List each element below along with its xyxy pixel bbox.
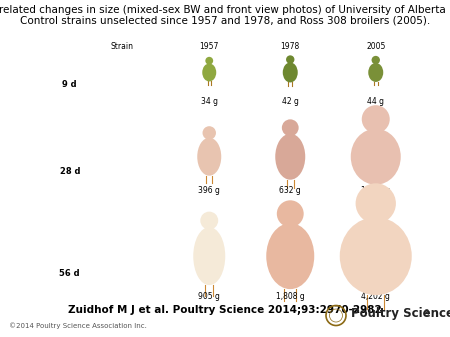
Text: Zuidhof M J et al. Poultry Science 2014;93:2970-2982: Zuidhof M J et al. Poultry Science 2014;…: [68, 305, 382, 315]
Text: 1,796 g: 1,796 g: [361, 186, 390, 195]
Ellipse shape: [340, 217, 412, 295]
Circle shape: [202, 126, 216, 140]
Ellipse shape: [266, 223, 314, 289]
Ellipse shape: [197, 138, 221, 176]
Text: 1,808 g: 1,808 g: [276, 292, 305, 301]
Ellipse shape: [283, 62, 298, 83]
Text: 1957: 1957: [199, 42, 219, 51]
Text: 632 g: 632 g: [279, 186, 301, 195]
Text: 42 g: 42 g: [282, 97, 299, 106]
Text: 905 g: 905 g: [198, 292, 220, 301]
Text: ®: ®: [423, 309, 431, 318]
Circle shape: [277, 200, 304, 227]
Text: Control strains unselected since 1957 and 1978, and Ross 308 broilers (2005).: Control strains unselected since 1957 an…: [20, 15, 430, 25]
Ellipse shape: [275, 134, 305, 180]
Text: 4,202 g: 4,202 g: [361, 292, 390, 301]
Text: Age-related changes in size (mixed-sex BW and front view photos) of University o: Age-related changes in size (mixed-sex B…: [0, 5, 450, 15]
Circle shape: [200, 212, 218, 229]
Text: Poultry Science: Poultry Science: [351, 307, 450, 320]
Text: 1978: 1978: [281, 42, 300, 51]
Circle shape: [356, 183, 396, 224]
Text: ©2014 Poultry Science Association Inc.: ©2014 Poultry Science Association Inc.: [9, 322, 147, 329]
Text: 2005: 2005: [366, 42, 386, 51]
Text: 34 g: 34 g: [201, 97, 218, 106]
Ellipse shape: [368, 63, 383, 82]
Ellipse shape: [202, 63, 216, 82]
Text: 56 d: 56 d: [59, 269, 80, 278]
Circle shape: [282, 119, 299, 136]
Ellipse shape: [351, 129, 401, 185]
Circle shape: [286, 55, 294, 64]
Text: Strain: Strain: [110, 42, 133, 51]
Text: 44 g: 44 g: [367, 97, 384, 106]
Circle shape: [205, 57, 213, 65]
Text: 28 d: 28 d: [59, 167, 80, 176]
Circle shape: [362, 105, 390, 133]
Ellipse shape: [193, 227, 225, 285]
Text: 396 g: 396 g: [198, 186, 220, 195]
Text: 9 d: 9 d: [63, 80, 77, 89]
Circle shape: [372, 56, 380, 64]
